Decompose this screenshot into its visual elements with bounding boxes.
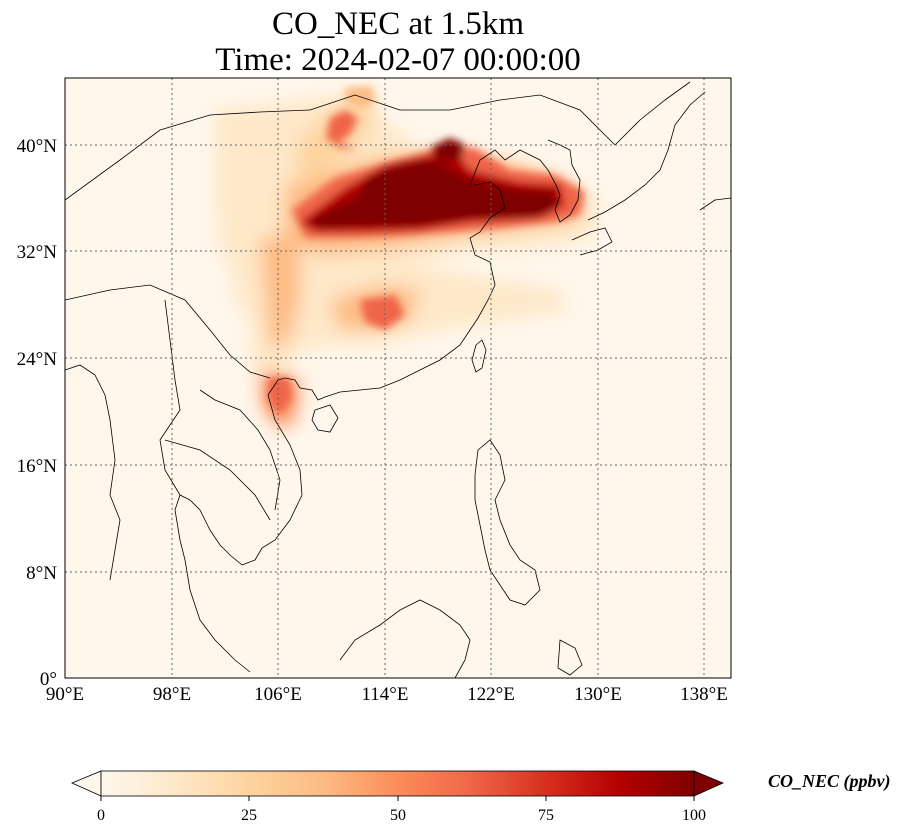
colorbar-tick-label: 100	[682, 807, 706, 824]
lat-tick-label: 40°N	[17, 136, 58, 157]
lon-tick-label: 98°E	[153, 684, 191, 705]
lat-tick-label: 8°N	[26, 563, 57, 584]
coastlines-and-borders	[65, 81, 731, 678]
lon-tick-labels: 90°E 98°E 106°E 114°E 122°E 130°E 138°E	[46, 684, 728, 705]
co-concentration-field	[215, 86, 600, 430]
lon-tick-label: 122°E	[467, 684, 515, 705]
map-subtitle-time: Time: 2024-02-07 00:00:00	[215, 42, 581, 78]
lat-tick-label: 24°N	[17, 349, 58, 370]
colorbar-low-extend	[70, 770, 102, 797]
colorbar-gradient	[101, 771, 694, 796]
lon-tick-label: 106°E	[254, 684, 302, 705]
lon-tick-label: 138°E	[680, 684, 728, 705]
lat-tick-label: 32°N	[17, 242, 58, 263]
lat-tick-label: 16°N	[17, 456, 58, 477]
colorbar: 0 25 50 75 100	[70, 770, 725, 824]
colorbar-tick-label: 50	[390, 807, 406, 824]
lon-tick-label: 114°E	[362, 684, 409, 705]
lon-tick-label: 130°E	[574, 684, 622, 705]
lat-tick-label: 0°	[40, 669, 57, 690]
lon-tick-label: 90°E	[46, 684, 84, 705]
lat-tick-labels: 0° 8°N 16°N 24°N 32°N 40°N	[17, 136, 58, 690]
colorbar-tick-label: 25	[241, 807, 257, 824]
colorbar-tick-label: 75	[538, 807, 554, 824]
map-title: CO_NEC at 1.5km	[271, 6, 525, 42]
plot-frame	[64, 77, 732, 679]
colorbar-high-extend	[693, 770, 725, 797]
gridlines	[65, 78, 731, 678]
colorbar-tick-label: 0	[97, 807, 105, 824]
colorbar-label: CO_NEC (ppbv)	[768, 771, 891, 791]
